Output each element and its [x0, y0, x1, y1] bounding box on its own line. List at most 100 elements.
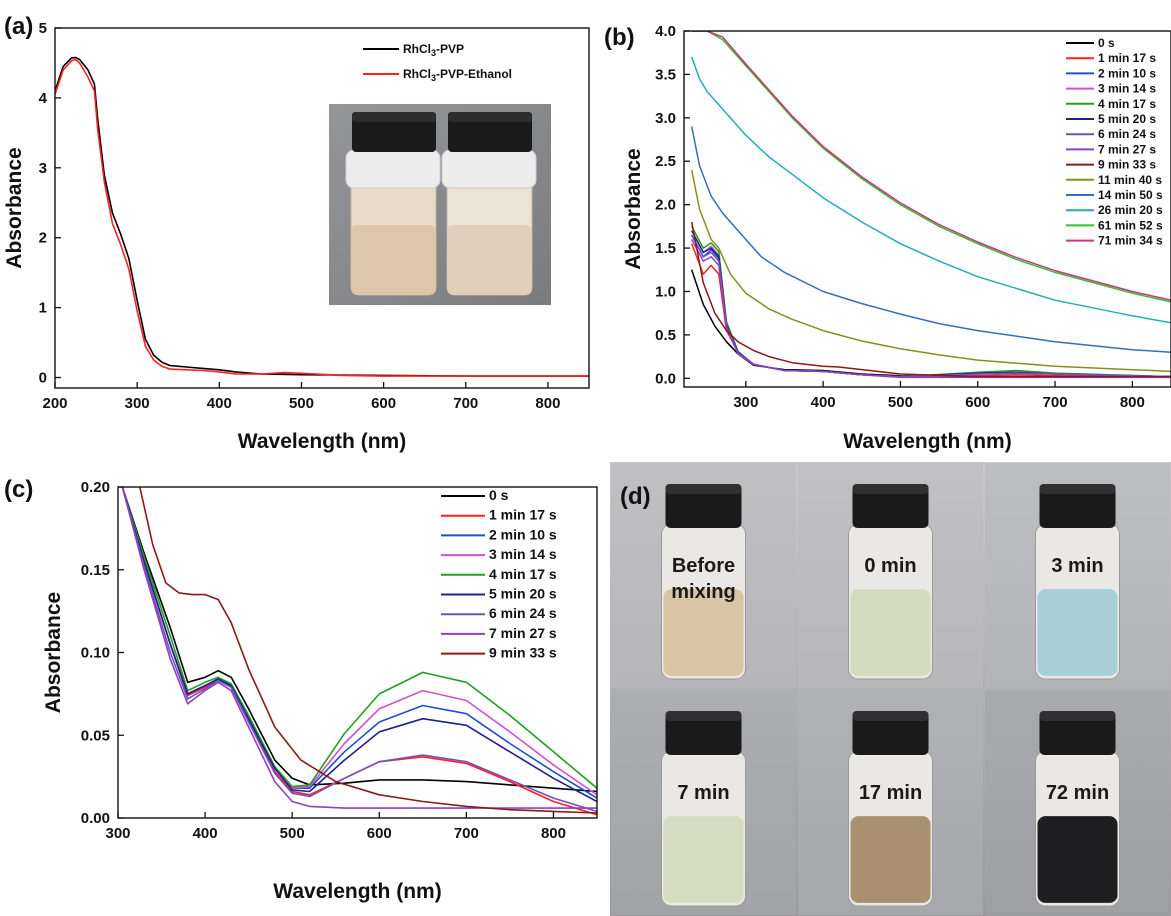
- legend-entry-6-min-24-s: 6 min 24 s: [1098, 127, 1156, 141]
- legend: 0 s1 min 17 s2 min 10 s3 min 14 s4 min 1…: [441, 487, 557, 661]
- legend: 0 s1 min 17 s2 min 10 s3 min 14 s4 min 1…: [1066, 36, 1163, 248]
- series-line-9-min-33-s: [690, 221, 1171, 378]
- legend-entry-26-min-20-s: 26 min 20 s: [1098, 203, 1163, 217]
- panel-d-photo: Before mixing 0 min 3 min 7 min 17 min 72 min (…: [610, 462, 1171, 916]
- photo-label: 7 min: [677, 782, 729, 804]
- photo-cell-17-min: 17 min: [798, 690, 983, 915]
- y-tick-label: 0: [39, 370, 47, 387]
- legend-entry-3-min-14-s: 3 min 14 s: [489, 546, 557, 562]
- legend-entry-1-min-17-s: 1 min 17 s: [1098, 51, 1156, 65]
- x-tick-label: 800: [1120, 394, 1145, 411]
- x-tick-label: 300: [105, 825, 130, 842]
- plot-frame: [54, 27, 590, 389]
- y-tick-label: 3.0: [655, 110, 676, 127]
- series-group: [690, 31, 1171, 379]
- vial-cap-top: [852, 711, 929, 721]
- vial-liquid: [1037, 816, 1118, 903]
- vial-cap-top: [852, 484, 929, 494]
- photo-label: 17 min: [859, 782, 922, 804]
- legend-entry-61-min-52-s: 61 min 52 s: [1098, 218, 1163, 232]
- panel-label-a: (a): [4, 13, 33, 40]
- legend-entry-2-min-10-s: 2 min 10 s: [489, 526, 557, 542]
- series-line-26-min-20-s: [690, 56, 1171, 324]
- photo-cell-72-min: 72 min: [985, 690, 1170, 915]
- y-tick-label: 0.20: [81, 479, 110, 496]
- y-axis-title: Absorbance: [42, 592, 65, 713]
- x-tick-label: 400: [193, 825, 218, 842]
- panel-label-c: (c): [4, 476, 33, 503]
- y-tick-label: 4.0: [655, 23, 676, 40]
- vial-cap: [665, 484, 742, 528]
- series-line-6-min-24-s: [121, 487, 597, 813]
- x-tick-label: 800: [535, 395, 560, 412]
- x-tick-label: 500: [289, 395, 314, 412]
- y-axis-title: Absorbance: [622, 148, 645, 269]
- legend-entry-1-min-17-s: 1 min 17 s: [489, 507, 557, 523]
- legend-entry-5-min-20-s: 5 min 20 s: [1098, 112, 1156, 126]
- vial-cap: [1039, 484, 1116, 528]
- y-tick-label: 1.5: [655, 240, 676, 257]
- legend-entry-9-min-33-s: 9 min 33 s: [489, 645, 557, 661]
- vial-cap: [1039, 711, 1116, 755]
- inset-vial-right: [441, 112, 537, 296]
- vial-cap: [665, 711, 742, 755]
- x-tick-label: 400: [811, 394, 836, 411]
- legend-entry-2-min-10-s: 2 min 10 s: [1098, 66, 1156, 80]
- y-tick-label: 0.05: [81, 727, 110, 744]
- panel-b: (b) 300 400 500 600 700 800 0.0 0.5 1.0 1.5 2.0 2.5…: [604, 23, 1171, 453]
- x-tick-label: 400: [207, 395, 232, 412]
- photo-cell-3-min: 3 min: [985, 463, 1170, 688]
- y-tick-label: 3: [39, 160, 47, 177]
- y-tick-label: 1: [39, 300, 47, 317]
- vial-cap-top: [665, 484, 742, 494]
- panel-a-inset-photo: [329, 104, 551, 305]
- series-line-4-min-17-s: [121, 487, 597, 789]
- panel-c-plot: 300 400 500 600 700 800 0.00 0.05 0.10 0.15 0.20 Wa…: [42, 479, 598, 903]
- x-tick-label: 600: [371, 395, 396, 412]
- series-line-0-s: [690, 269, 1171, 378]
- x-tick-label: 800: [541, 825, 566, 842]
- panel-label-b: (b): [604, 24, 635, 51]
- series-line-71-min-34-s: [691, 31, 1171, 301]
- legend-entry-4-min-17-s: 4 min 17 s: [1098, 97, 1156, 111]
- inset-vial-left: [345, 112, 441, 296]
- legend-entry-9-min-33-s: 9 min 33 s: [1098, 158, 1156, 172]
- legend-entry-rhcl3-pvp-ethanol: RhCl3-PVP-Ethanol: [403, 67, 512, 83]
- series-line-5-min-20-s: [121, 487, 597, 803]
- x-tick-label: 500: [280, 825, 305, 842]
- vial-liquid: [1037, 589, 1118, 676]
- series-line-7-min-27-s: [121, 487, 597, 809]
- plot-frame: [683, 30, 1171, 388]
- x-axis-title: Wavelength (nm): [273, 880, 441, 903]
- legend-entry-14-min-50-s: 14 min 50 s: [1098, 188, 1163, 202]
- x-tick-label: 200: [42, 395, 67, 412]
- series-line-rhcl3-pvp-ethanol: [55, 58, 589, 377]
- vial-liquid: [850, 816, 931, 903]
- y-axis-title: Absorbance: [3, 147, 26, 268]
- x-tick-label: 300: [733, 394, 758, 411]
- panel-c: (c) 300 400 500 600 700 800 0.00 0.05 0.10 0.15 0.…: [4, 476, 598, 903]
- x-tick-label: 600: [367, 825, 392, 842]
- series-line-14-min-50-s: [690, 126, 1171, 354]
- x-tick-label: 300: [125, 395, 150, 412]
- legend-entry-6-min-24-s: 6 min 24 s: [489, 605, 557, 621]
- photo-label: 0 min: [864, 555, 916, 577]
- y-tick-label: 1.0: [655, 283, 676, 300]
- series-line-61-min-52-s: [691, 31, 1171, 303]
- series-group: [121, 487, 597, 816]
- y-tick-label: 3.5: [655, 66, 676, 83]
- legend-entry-7-min-27-s: 7 min 27 s: [1098, 142, 1156, 156]
- vial-cap-top: [1039, 711, 1116, 721]
- x-tick-label: 700: [454, 825, 479, 842]
- panel-a: (a) 200 300 400 500 600 700 800 0 1 2 3 4 5 Wavelengt…: [3, 13, 590, 453]
- legend-entry-0-s: 0 s: [489, 487, 509, 503]
- legend-entry-11-min-40-s: 11 min 40 s: [1098, 173, 1162, 187]
- legend-entry-71-min-34-s: 71 min 34 s: [1098, 234, 1163, 248]
- y-tick-label: 2.5: [655, 153, 676, 170]
- photo-label: 72 min: [1046, 782, 1109, 804]
- legend-entry-rhcl3-pvp: RhCl3-PVP: [403, 42, 464, 58]
- x-tick-label: 700: [453, 395, 478, 412]
- series-line-1-min-17-s: [690, 243, 1171, 378]
- vial-cap-top: [1039, 484, 1116, 494]
